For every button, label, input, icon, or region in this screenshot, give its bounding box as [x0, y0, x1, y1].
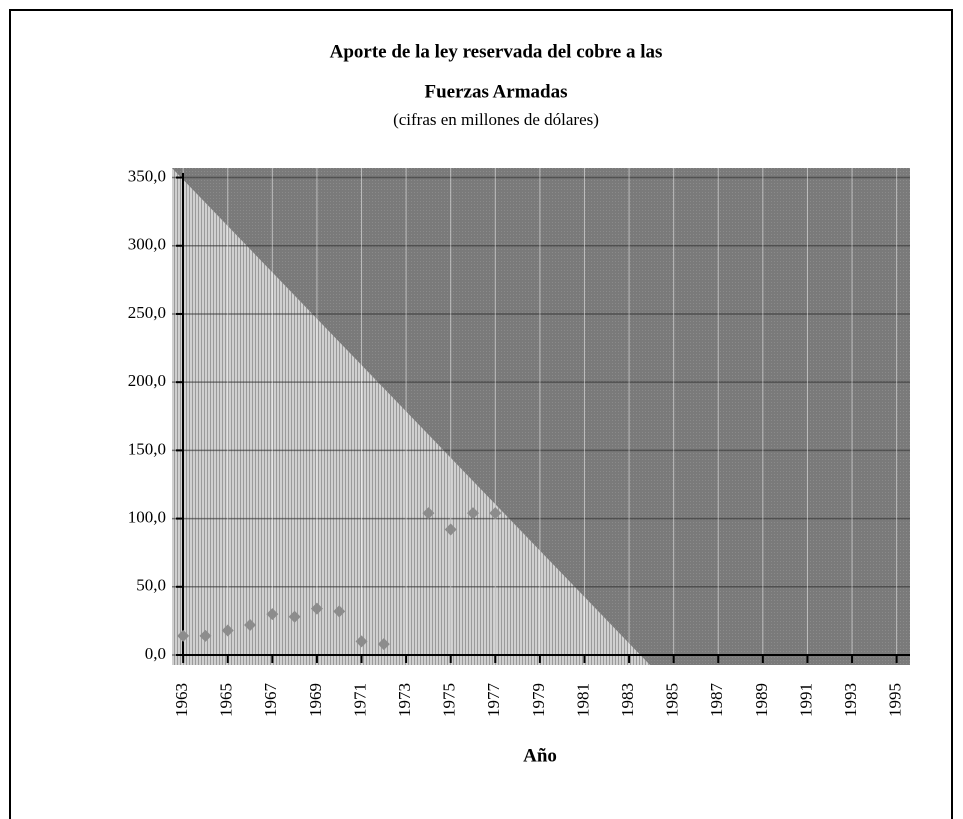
x-axis-label: Año	[523, 745, 557, 766]
y-tick-label: 250,0	[128, 303, 166, 322]
x-tick-label: 1991	[796, 683, 815, 717]
point	[444, 523, 457, 536]
y-tick-label: 300,0	[128, 235, 166, 254]
y-tick-label: 100,0	[128, 507, 166, 526]
point	[266, 608, 279, 621]
x-tick-label: 1975	[440, 683, 459, 717]
point	[377, 638, 390, 651]
point	[333, 605, 346, 618]
x-tick-label: 1967	[261, 683, 280, 718]
point	[489, 507, 502, 520]
point	[244, 618, 257, 631]
point	[199, 629, 212, 642]
x-tick-label: 1983	[618, 683, 637, 717]
point	[355, 635, 368, 648]
chart-subtitle: (cifras en millones de dólares)	[393, 110, 599, 129]
chart-title: Aporte de la ley reservada del cobre a l…	[330, 41, 663, 62]
y-tick-label: 350,0	[128, 166, 166, 185]
x-tick-label: 1969	[306, 683, 325, 717]
x-tick-label: 1971	[350, 683, 369, 717]
x-tick-label: 1985	[663, 683, 682, 717]
point	[177, 629, 190, 642]
point	[466, 507, 479, 520]
y-tick-label: 200,0	[128, 371, 166, 390]
x-tick-label: 1963	[172, 683, 191, 717]
frame	[9, 9, 953, 819]
x-tick-label: 1977	[484, 683, 503, 718]
x-tick-label: 1993	[841, 683, 860, 717]
point	[422, 507, 435, 520]
point	[310, 602, 323, 615]
x-tick-label: 1965	[217, 683, 236, 717]
x-tick-label: 1989	[752, 683, 771, 717]
point	[288, 610, 301, 623]
x-tick-label: 1973	[395, 683, 414, 717]
y-tick-label: 0,0	[145, 644, 166, 663]
y-tick-label: 150,0	[128, 439, 166, 458]
chart-title: Fuerzas Armadas	[424, 81, 567, 102]
point	[221, 624, 234, 637]
x-tick-label: 1981	[573, 683, 592, 717]
y-tick-label: 50,0	[136, 576, 166, 595]
plot-background-light	[172, 168, 650, 665]
x-tick-label: 1995	[886, 683, 905, 717]
x-tick-label: 1987	[707, 683, 726, 718]
x-tick-label: 1979	[529, 683, 548, 717]
